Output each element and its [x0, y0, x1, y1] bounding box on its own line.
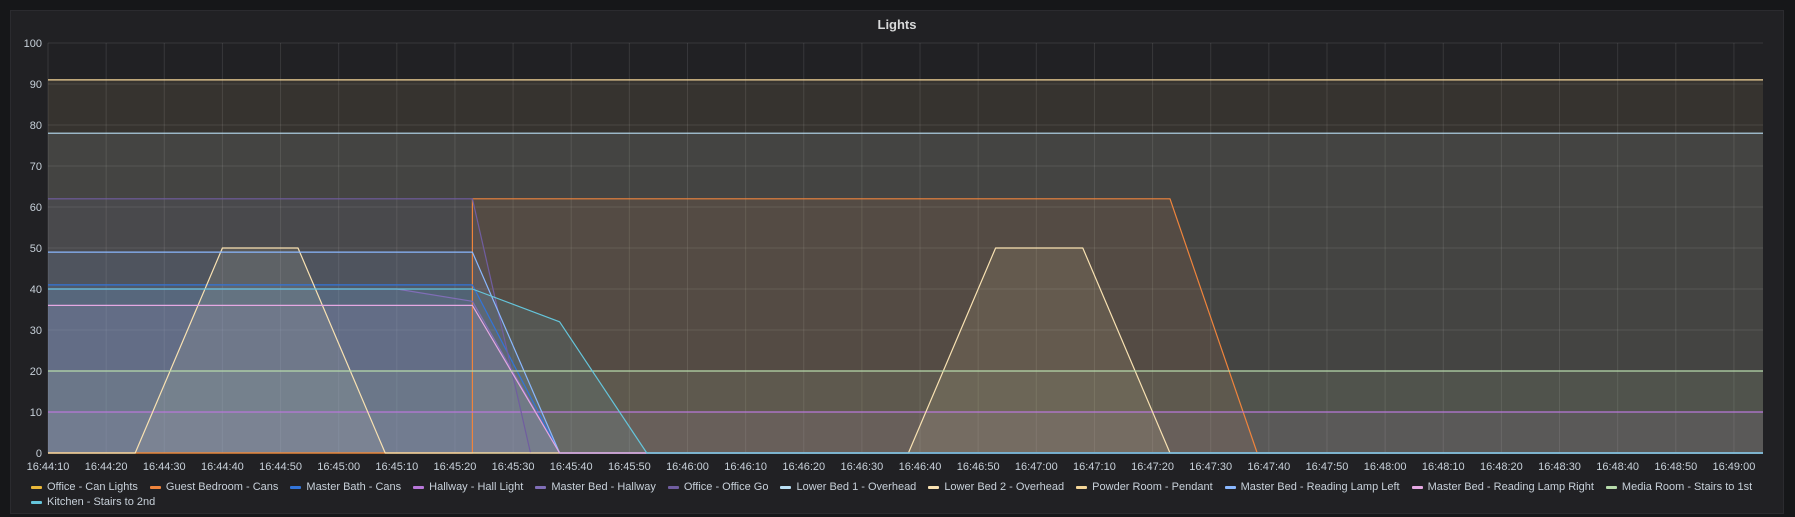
x-tick-label: 16:45:30 [492, 461, 535, 471]
legend-item[interactable]: Media Room - Stairs to 1st [1605, 481, 1753, 493]
x-tick-label: 16:47:20 [1131, 461, 1174, 471]
legend-item[interactable]: Lower Bed 1 - Overhead [780, 481, 916, 493]
x-tick-label: 16:47:00 [1015, 461, 1058, 471]
y-tick-label: 60 [30, 202, 42, 214]
x-tick-label: 16:44:50 [259, 461, 302, 471]
y-tick-label: 10 [30, 407, 42, 419]
legend-item[interactable]: Hallway - Hall Light [413, 481, 523, 493]
x-tick-label: 16:46:40 [899, 461, 942, 471]
x-tick-label: 16:45:10 [375, 461, 418, 471]
y-tick-label: 100 [24, 38, 42, 50]
x-tick-label: 16:48:20 [1480, 461, 1523, 471]
y-tick-label: 70 [30, 161, 42, 173]
series-area [48, 284, 1763, 453]
x-tick-label: 16:45:50 [608, 461, 651, 471]
x-tick-label: 16:47:30 [1189, 461, 1232, 471]
series-area [48, 252, 1763, 453]
series-area [48, 412, 1763, 453]
legend-item[interactable]: Kitchen - Stairs to 2nd [31, 496, 155, 508]
x-tick-label: 16:48:50 [1654, 461, 1697, 471]
x-tick-label: 16:46:50 [957, 461, 1000, 471]
x-tick-label: 16:45:40 [550, 461, 593, 471]
x-tick-label: 16:44:20 [85, 461, 128, 471]
legend-swatch [1224, 485, 1236, 489]
y-tick-label: 90 [30, 79, 42, 91]
legend-label: Lower Bed 1 - Overhead [796, 481, 917, 493]
series-line[interactable] [48, 288, 1763, 454]
legend-label: Master Bed - Reading Lamp Right [1427, 481, 1594, 493]
x-tick-label: 16:45:00 [317, 461, 360, 471]
legend-swatch [31, 485, 42, 489]
legend-label: Office - Office Go [683, 481, 769, 493]
legend-label: Master Bed - Reading Lamp Left [1240, 481, 1400, 493]
legend-item[interactable]: Master Bed - Reading Lamp Left [1224, 481, 1400, 493]
x-tick-label: 16:47:10 [1073, 461, 1116, 471]
legend-label: Office - Can Lights [47, 481, 138, 493]
x-tick-label: 16:45:20 [434, 461, 477, 471]
legend-label: Guest Bedroom - Cans [165, 481, 279, 493]
legend-label: Master Bath - Cans [306, 481, 402, 493]
legend-item[interactable]: Master Bed - Reading Lamp Right [1411, 481, 1594, 493]
x-tick-label: 16:46:30 [840, 461, 883, 471]
legend-swatch [31, 500, 42, 504]
legend-swatch [1605, 485, 1617, 489]
y-tick-label: 80 [30, 120, 42, 132]
legend-item[interactable]: Powder Room - Pendant [1076, 481, 1213, 493]
y-tick-label: 50 [30, 243, 42, 255]
legend-item[interactable]: Master Bath - Cans [290, 481, 401, 493]
legend-swatch [928, 485, 940, 489]
legend-swatch [535, 485, 547, 489]
legend-label: Master Bed - Hallway [551, 481, 656, 493]
series-area [48, 133, 1763, 453]
x-tick-label: 16:44:10 [27, 461, 70, 471]
x-tick-label: 16:48:30 [1538, 461, 1581, 471]
x-tick-label: 16:46:20 [782, 461, 825, 471]
x-tick-label: 16:48:40 [1596, 461, 1639, 471]
legend-swatch [1076, 485, 1088, 489]
lights-panel: Lights 0 10 20 30 40 50 60 70 80 90 100 16:44:10 16… [10, 10, 1784, 514]
series-area [48, 79, 1763, 454]
x-tick-label: 16:47:50 [1306, 461, 1349, 471]
legend-swatch [149, 485, 161, 489]
chart-legend: Office - Can Lights Guest Bedroom - Cans M… [31, 481, 1771, 508]
legend-item[interactable]: Master Bed - Hallway [535, 481, 656, 493]
y-tick-label: 20 [30, 366, 42, 378]
x-tick-label: 16:48:00 [1364, 461, 1407, 471]
legend-swatch [1411, 485, 1423, 489]
y-tick-label: 40 [30, 284, 42, 296]
legend-label: Media Room - Stairs to 1st [1621, 481, 1753, 493]
legend-item[interactable]: Lower Bed 2 - Overhead [928, 481, 1064, 493]
y-tick-label: 0 [36, 448, 42, 460]
legend-swatch [290, 485, 302, 489]
legend-swatch [780, 485, 792, 489]
legend-label: Powder Room - Pendant [1092, 481, 1213, 493]
x-tick-label: 16:48:10 [1422, 461, 1465, 471]
x-tick-label: 16:44:30 [143, 461, 186, 471]
chart-grid [47, 42, 1763, 454]
legend-label: Hallway - Hall Light [429, 481, 524, 493]
x-tick-label: 16:44:40 [201, 461, 244, 471]
series-area [48, 248, 1763, 453]
x-axis-ticks: 16:44:10 16:44:20 16:44:30 16:44:40 16:44:50… [27, 461, 1756, 471]
legend-item[interactable]: Office - Can Lights [31, 481, 138, 493]
legend-swatch [413, 485, 425, 489]
legend-label: Kitchen - Stairs to 2nd [47, 496, 156, 508]
legend-item[interactable]: Guest Bedroom - Cans [149, 481, 279, 493]
y-axis-ticks: 0 10 20 30 40 50 60 70 80 90 100 [24, 38, 42, 460]
y-tick-label: 30 [30, 325, 42, 337]
x-tick-label: 16:47:40 [1247, 461, 1290, 471]
x-tick-label: 16:49:00 [1713, 461, 1756, 471]
legend-label: Lower Bed 2 - Overhead [944, 481, 1065, 493]
series-lines [48, 79, 1763, 454]
series-area [48, 305, 1763, 453]
legend-item[interactable]: Office - Office Go [667, 481, 769, 493]
legend-swatch [667, 485, 679, 489]
x-tick-label: 16:46:10 [724, 461, 767, 471]
x-tick-label: 16:46:00 [666, 461, 709, 471]
panel-title[interactable]: Lights [877, 17, 917, 32]
